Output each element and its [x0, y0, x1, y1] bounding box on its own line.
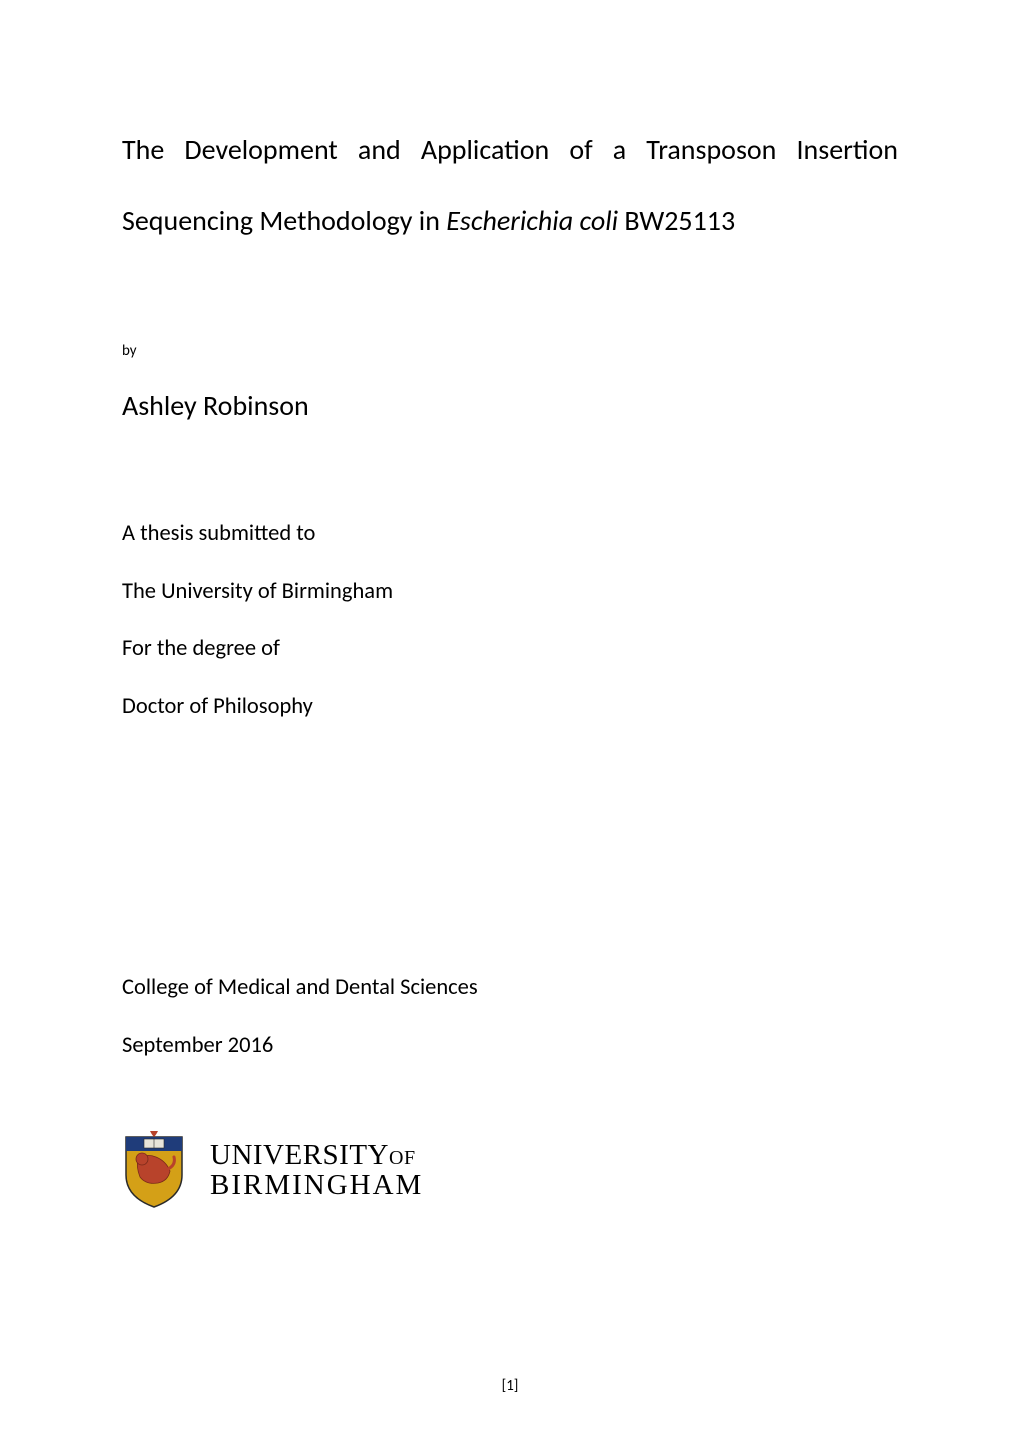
thesis-title-page: The Development and Application of a Tra… — [0, 0, 1020, 1443]
thesis-title-line2: Sequencing Methodology in Escherichia co… — [122, 189, 898, 252]
byline-label: by — [122, 342, 898, 360]
wordmark-line1: UNIVERSITYOF — [210, 1140, 423, 1170]
institution: The University of Birmingham — [122, 576, 898, 608]
university-branding: UNIVERSITYOF BIRMINGHAM — [122, 1131, 898, 1209]
page-number: [1] — [0, 1377, 1020, 1395]
title-line2-italic: Escherichia coli — [446, 203, 618, 238]
university-crest-icon — [122, 1131, 186, 1209]
thesis-title-line1: The Development and Application of a Tra… — [122, 118, 898, 181]
wordmark-of: OF — [389, 1147, 416, 1169]
date: September 2016 — [122, 1030, 898, 1062]
university-wordmark: UNIVERSITYOF BIRMINGHAM — [210, 1140, 423, 1201]
author-name: Ashley Robinson — [122, 388, 898, 423]
title-line2-tail: BW25113 — [618, 203, 735, 238]
college: College of Medical and Dental Sciences — [122, 972, 898, 1004]
for-degree: For the degree of — [122, 633, 898, 665]
degree: Doctor of Philosophy — [122, 691, 898, 723]
wordmark-line2: BIRMINGHAM — [210, 1170, 423, 1200]
title-line2-plain: Sequencing Methodology in — [122, 203, 446, 238]
submitted-to: A thesis submitted to — [122, 518, 898, 550]
wordmark-university: UNIVERSITY — [210, 1139, 389, 1171]
